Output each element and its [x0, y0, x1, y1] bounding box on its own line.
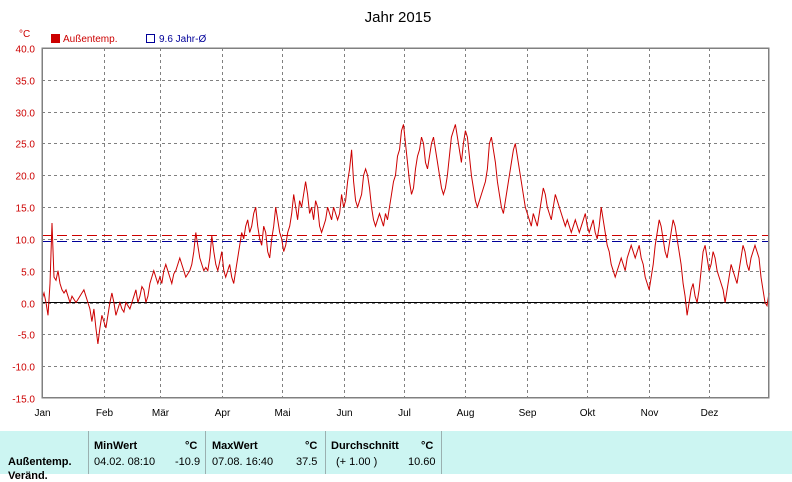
stats-divider: [441, 431, 442, 474]
max-header: MaxWert: [212, 440, 258, 452]
row-label: Außentemp.: [8, 456, 72, 468]
avg-header: Durchschnitt: [331, 440, 399, 452]
series-line-outdoor-temp: [41, 124, 770, 344]
x-tick-label: Jan: [34, 408, 50, 419]
x-tick-label: Dez: [701, 408, 719, 419]
legend-label-outdoor: Außentemp.: [63, 34, 117, 45]
y-unit-label: °C: [19, 29, 30, 40]
min-datetime: 04.02. 08:10: [94, 456, 156, 468]
stats-divider: [205, 431, 206, 474]
next-row-label: Veränd.: [8, 470, 48, 482]
temperature-chart: Jahr 2015 °C Außentemp. 9.6 Jahr-Ø 40.0 3…: [12, 9, 770, 419]
y-tick-label: 25.0: [16, 140, 36, 151]
max-unit: °C: [305, 440, 318, 452]
y-tick-label: 30.0: [16, 109, 36, 120]
y-tick-label: 35.0: [16, 77, 36, 88]
y-tick-label: -15.0: [12, 395, 35, 406]
y-tick-label: 15.0: [16, 204, 36, 215]
legend-swatch-outdoor: [51, 34, 60, 43]
x-tick-label: Mai: [274, 408, 290, 419]
max-value: 37.5: [296, 456, 318, 468]
y-tick-label: 0.0: [21, 300, 35, 311]
legend: Außentemp. 9.6 Jahr-Ø: [51, 34, 206, 45]
x-tick-label: Nov: [641, 408, 659, 419]
x-tick-label: Sep: [519, 408, 537, 419]
x-tick-labels: Jan Feb Mär Apr Mai Jun Jul Aug Sep Okt Nov Dez: [34, 408, 718, 419]
x-tick-label: Jul: [398, 408, 411, 419]
stats-table: MinWert °C MaxWert °C Durchschnitt °C Au…: [0, 431, 792, 482]
stats-divider: [88, 431, 89, 474]
y-tick-label: 10.0: [16, 236, 36, 247]
y-tick-label: 20.0: [16, 172, 36, 183]
plot-border: [42, 48, 769, 398]
y-tick-label: -5.0: [18, 331, 36, 342]
x-tick-label: Feb: [96, 408, 114, 419]
max-datetime: 07.08. 16:40: [212, 456, 274, 468]
y-tick-label: 40.0: [16, 45, 36, 56]
legend-label-year-avg: 9.6 Jahr-Ø: [159, 34, 206, 45]
reference-lines: [42, 235, 769, 242]
x-tick-label: Aug: [457, 408, 475, 419]
x-tick-label: Jun: [336, 408, 352, 419]
legend-swatch-year-avg: [146, 34, 155, 43]
min-header: MinWert: [94, 440, 138, 452]
x-tick-label: Okt: [580, 408, 596, 419]
y-tick-labels: 40.0 35.0 30.0 25.0 20.0 15.0 10.0 5.0 0.0 -5.0 -1…: [12, 45, 35, 406]
plot-area: [41, 47, 770, 399]
stats-divider: [325, 431, 326, 474]
avg-diff: (+ 1.00 ): [336, 456, 378, 468]
avg-unit: °C: [421, 440, 434, 452]
x-tick-label: Apr: [215, 408, 231, 419]
x-tick-label: Mär: [152, 408, 170, 419]
chart-title: Jahr 2015: [365, 9, 432, 26]
min-unit: °C: [185, 440, 198, 452]
grid: [42, 48, 769, 398]
avg-value: 10.60: [408, 456, 436, 468]
min-value: -10.9: [175, 456, 201, 468]
y-tick-label: -10.0: [12, 363, 35, 374]
y-tick-label: 5.0: [21, 268, 35, 279]
